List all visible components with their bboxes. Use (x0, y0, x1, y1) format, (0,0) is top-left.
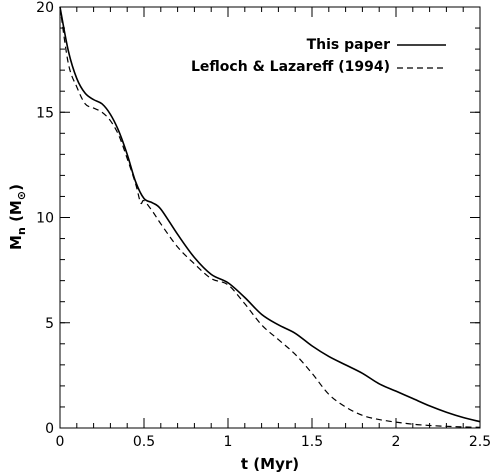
y-tick-label: 15 (36, 105, 54, 121)
y-axis-label: Mn (M⊙) (7, 184, 28, 250)
y-axis-label-unit-close: ) (7, 184, 25, 191)
axis-ticks (59, 6, 481, 429)
legend: This paper Lefloch & Lazareff (1994) (191, 37, 446, 75)
x-tick-label: 0.5 (133, 434, 155, 450)
x-tick-label: 2.5 (469, 434, 491, 450)
x-tick-label: 2 (392, 434, 401, 450)
legend-entry-lefloch: Lefloch & Lazareff (1994) (191, 59, 390, 75)
x-tick-label: 0 (56, 434, 65, 450)
legend-entry-this-paper: This paper (307, 37, 391, 53)
series-line-this-paper (59, 6, 481, 423)
y-tick-label: 10 (36, 211, 54, 227)
y-axis-label-main: M (7, 235, 25, 250)
series-layer (59, 6, 481, 428)
y-tick-label: 20 (36, 0, 54, 16)
x-tick-label: 1 (224, 434, 233, 450)
sun-symbol-icon: ⊙ (15, 191, 28, 200)
x-axis-label: t (Myr) (241, 455, 299, 473)
y-axis-label-subscript: n (15, 227, 28, 235)
y-axis-label-unit: (M (7, 200, 25, 222)
y-tick-label: 5 (45, 316, 54, 332)
x-tick-label: 1.5 (301, 434, 323, 450)
y-tick-label: 0 (45, 421, 54, 437)
series-line-lefloch-lazareff (59, 6, 481, 428)
axis-tick-labels: 0 0.5 1 1.5 2 2.5 0 5 10 15 20 (36, 0, 491, 450)
